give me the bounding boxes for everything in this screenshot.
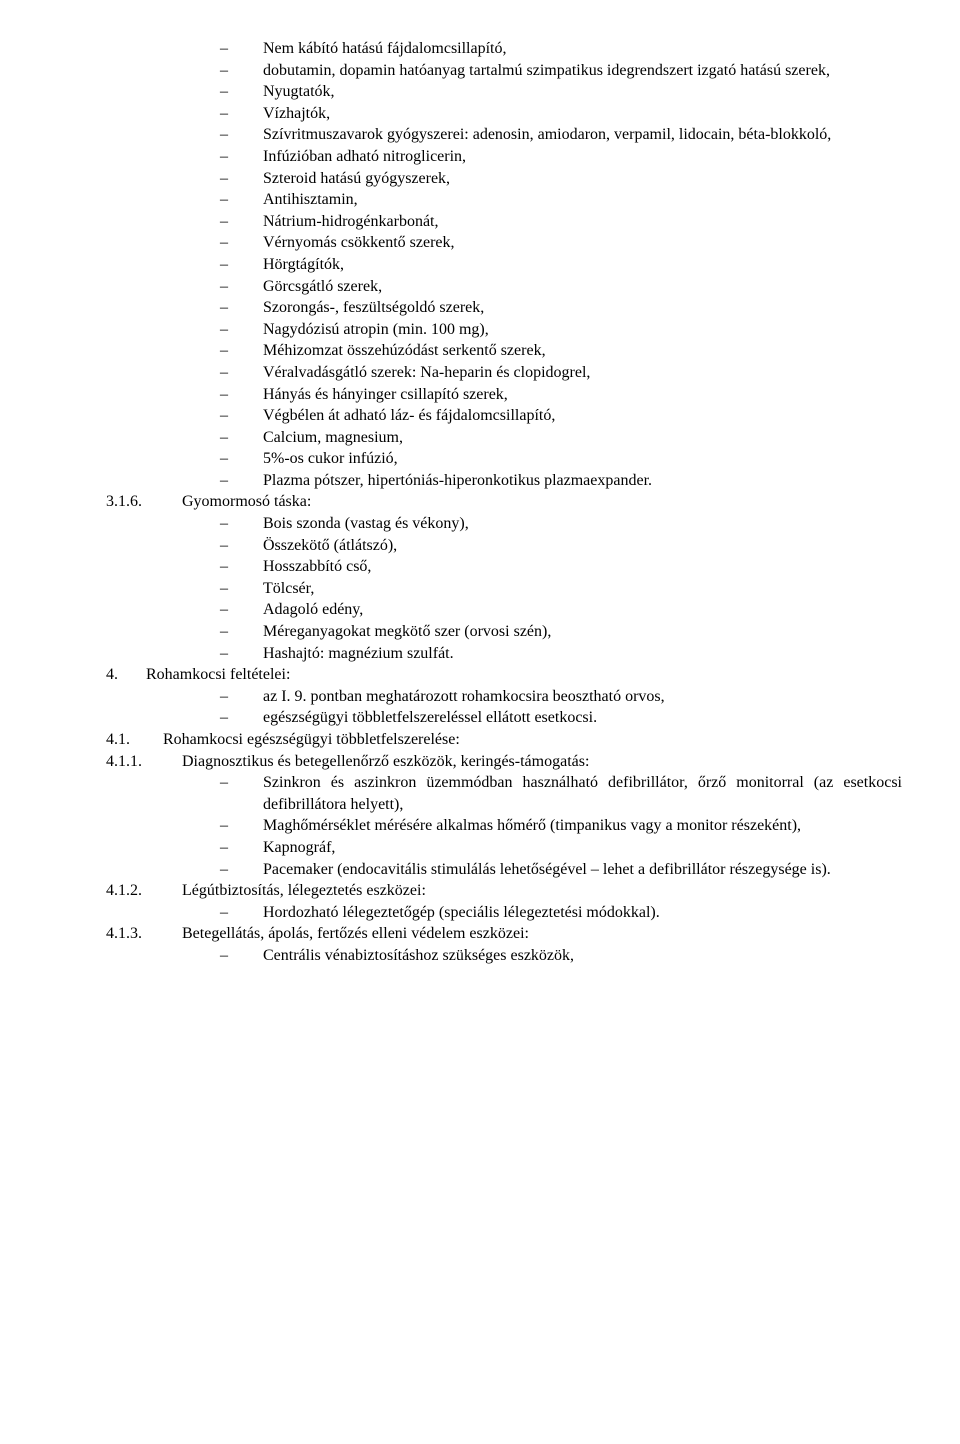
item-text: Hörgtágítók, (263, 256, 344, 273)
list-item: Hordozható lélegeztetőgép (speciális lél… (58, 902, 902, 924)
list-item: Hörgtágítók, (58, 254, 902, 276)
list-item: Adagoló edény, (58, 599, 902, 621)
item-text: Görcsgátló szerek, (263, 278, 382, 295)
list-413: Centrális vénabiztosításhoz szükséges es… (58, 945, 902, 967)
heading-text: Diagnosztikus és betegellenőrző eszközök… (182, 753, 589, 770)
list-item: Méhizomzat összehúzódást serkentő szerek… (58, 340, 902, 362)
item-text: Maghőmérséklet mérésére alkalmas hőmérő … (263, 817, 801, 834)
list-item: Nyugtatók, (58, 81, 902, 103)
list-item: Nátrium-hidrogénkarbonát, (58, 211, 902, 233)
item-text: Méreganyagokat megkötő szer (orvosi szén… (263, 623, 551, 640)
list-item: dobutamin, dopamin hatóanyag tartalmú sz… (58, 60, 902, 82)
list-item: Szorongás-, feszültségoldó szerek, (58, 297, 902, 319)
item-text: egészségügyi többletfelszereléssel ellát… (263, 709, 597, 726)
item-text: Nátrium-hidrogénkarbonát, (263, 213, 439, 230)
heading-number: 4. (106, 664, 118, 686)
list-item: Szívritmuszavarok gyógyszerei: adenosin,… (58, 124, 902, 146)
list-item: Bois szonda (vastag és vékony), (58, 513, 902, 535)
item-text: Bois szonda (vastag és vékony), (263, 515, 469, 532)
item-text: Hashajtó: magnézium szulfát. (263, 645, 454, 662)
item-text: Tölcsér, (263, 580, 314, 597)
list-412: Hordozható lélegeztetőgép (speciális lél… (58, 902, 902, 924)
list-item: Tölcsér, (58, 578, 902, 600)
item-text: Hosszabbító cső, (263, 558, 371, 575)
item-text: Hányás és hányinger csillapító szerek, (263, 386, 508, 403)
item-text: Pacemaker (endocavitális stimulálás lehe… (263, 861, 831, 878)
item-text: Szorongás-, feszültségoldó szerek, (263, 299, 484, 316)
item-text: Antihisztamin, (263, 191, 358, 208)
heading-number: 3.1.6. (106, 491, 142, 513)
item-text: Összekötő (átlátszó), (263, 537, 397, 554)
item-text: Kapnográf, (263, 839, 335, 856)
list-item: Hashajtó: magnézium szulfát. (58, 643, 902, 665)
item-text: dobutamin, dopamin hatóanyag tartalmú sz… (263, 62, 830, 79)
list-item: Vérnyomás csökkentő szerek, (58, 232, 902, 254)
list-item: Görcsgátló szerek, (58, 276, 902, 298)
heading-41: 4.1. Rohamkocsi egészségügyi többletfels… (58, 729, 902, 751)
item-text: Calcium, magnesium, (263, 429, 403, 446)
item-text: Szinkron és aszinkron üzemmódban használ… (263, 774, 902, 813)
item-text: Infúzióban adható nitroglicerin, (263, 148, 466, 165)
heading-316: 3.1.6. Gyomormosó táska: (58, 491, 902, 513)
heading-text: Gyomormosó táska: (182, 493, 311, 510)
heading-411: 4.1.1. Diagnosztikus és betegellenőrző e… (58, 751, 902, 773)
item-text: Vízhajtók, (263, 105, 330, 122)
list-315: Nem kábító hatású fájdalomcsillapító, do… (58, 38, 902, 491)
item-text: Nagydózisú atropin (min. 100 mg), (263, 321, 489, 338)
heading-4: 4. Rohamkocsi feltételei: (58, 664, 902, 686)
heading-text: Légútbiztosítás, lélegeztetés eszközei: (182, 882, 426, 899)
list-item: Vízhajtók, (58, 103, 902, 125)
list-item: Hosszabbító cső, (58, 556, 902, 578)
heading-number: 4.1.3. (106, 923, 142, 945)
list-item: Antihisztamin, (58, 189, 902, 211)
list-item: Pacemaker (endocavitális stimulálás lehe… (58, 859, 902, 881)
item-text: 5%-os cukor infúzió, (263, 450, 398, 467)
item-text: Plazma pótszer, hipertóniás-hiperonkotik… (263, 472, 652, 489)
list-item: Összekötő (átlátszó), (58, 535, 902, 557)
list-item: egészségügyi többletfelszereléssel ellát… (58, 707, 902, 729)
item-text: Vérnyomás csökkentő szerek, (263, 234, 455, 251)
heading-number: 4.1.1. (106, 751, 142, 773)
list-item: Calcium, magnesium, (58, 427, 902, 449)
list-item: Nem kábító hatású fájdalomcsillapító, (58, 38, 902, 60)
list-item: Méreganyagokat megkötő szer (orvosi szén… (58, 621, 902, 643)
item-text: Adagoló edény, (263, 601, 363, 618)
list-item: Infúzióban adható nitroglicerin, (58, 146, 902, 168)
list-411: Szinkron és aszinkron üzemmódban használ… (58, 772, 902, 880)
heading-number: 4.1.2. (106, 880, 142, 902)
list-item: Hányás és hányinger csillapító szerek, (58, 384, 902, 406)
heading-text: Rohamkocsi egészségügyi többletfelszerel… (163, 731, 460, 748)
heading-413: 4.1.3. Betegellátás, ápolás, fertőzés el… (58, 923, 902, 945)
item-text: Nem kábító hatású fájdalomcsillapító, (263, 40, 507, 57)
heading-number: 4.1. (106, 729, 130, 751)
heading-text: Rohamkocsi feltételei: (146, 666, 290, 683)
item-text: Szteroid hatású gyógyszerek, (263, 170, 450, 187)
list-item: Véralvadásgátló szerek: Na-heparin és cl… (58, 362, 902, 384)
list-item: 5%-os cukor infúzió, (58, 448, 902, 470)
item-text: Hordozható lélegeztetőgép (speciális lél… (263, 904, 660, 921)
list-item: Maghőmérséklet mérésére alkalmas hőmérő … (58, 815, 902, 837)
list-item: Centrális vénabiztosításhoz szükséges es… (58, 945, 902, 967)
item-text: Nyugtatók, (263, 83, 335, 100)
item-text: Centrális vénabiztosításhoz szükséges es… (263, 947, 574, 964)
item-text: Végbélen át adható láz- és fájdalomcsill… (263, 407, 555, 424)
item-text: Szívritmuszavarok gyógyszerei: adenosin,… (263, 126, 831, 143)
list-316: Bois szonda (vastag és vékony), Összeköt… (58, 513, 902, 664)
list-item: Nagydózisú atropin (min. 100 mg), (58, 319, 902, 341)
heading-text: Betegellátás, ápolás, fertőzés elleni vé… (182, 925, 529, 942)
list-item: Szteroid hatású gyógyszerek, (58, 168, 902, 190)
item-text: Véralvadásgátló szerek: Na-heparin és cl… (263, 364, 590, 381)
list-item: Végbélen át adható láz- és fájdalomcsill… (58, 405, 902, 427)
heading-412: 4.1.2. Légútbiztosítás, lélegeztetés esz… (58, 880, 902, 902)
item-text: Méhizomzat összehúzódást serkentő szerek… (263, 342, 546, 359)
item-text: az I. 9. pontban meghatározott rohamkocs… (263, 688, 665, 705)
list-4: az I. 9. pontban meghatározott rohamkocs… (58, 686, 902, 729)
list-item: Kapnográf, (58, 837, 902, 859)
list-item: Szinkron és aszinkron üzemmódban használ… (58, 772, 902, 815)
list-item: Plazma pótszer, hipertóniás-hiperonkotik… (58, 470, 902, 492)
list-item: az I. 9. pontban meghatározott rohamkocs… (58, 686, 902, 708)
